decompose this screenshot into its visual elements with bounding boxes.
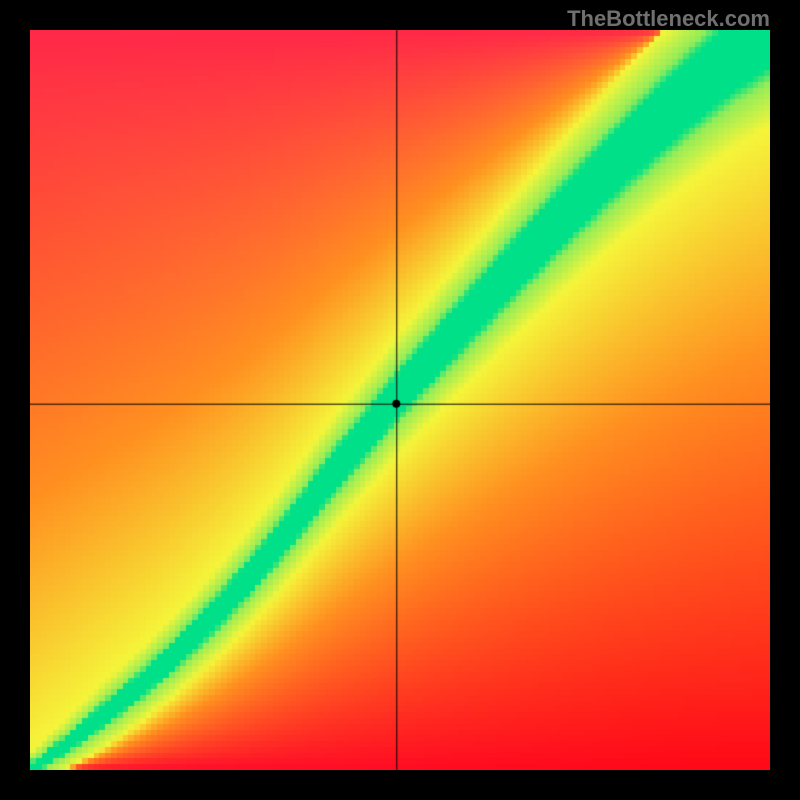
watermark-text: TheBottleneck.com [567, 6, 770, 32]
chart-container: TheBottleneck.com [0, 0, 800, 800]
heatmap-canvas [30, 30, 770, 770]
